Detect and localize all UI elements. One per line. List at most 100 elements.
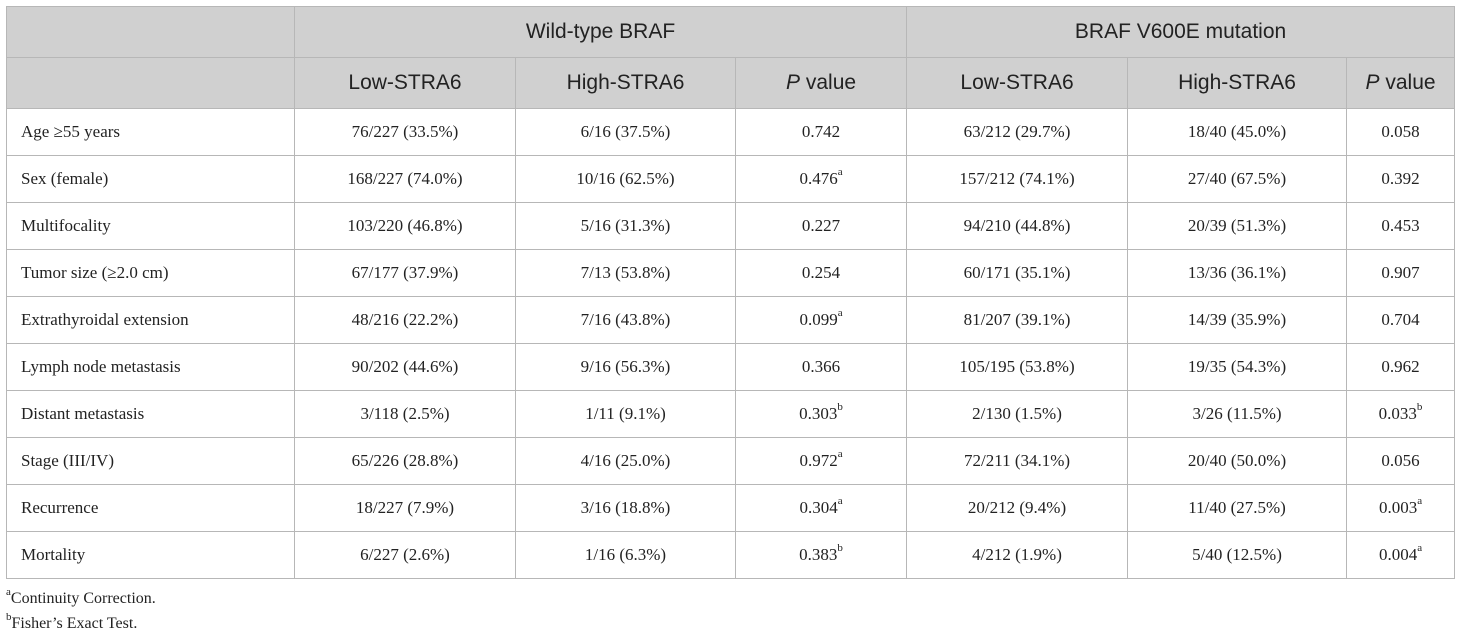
p-value: 0.003 <box>1378 498 1418 517</box>
footnote-mark: a <box>1417 495 1423 508</box>
p-value-cell: 0.254 <box>734 249 908 297</box>
table-cell: 72/211 (34.1%) <box>906 437 1129 485</box>
row-label: Sex (female) <box>6 155 295 203</box>
p-value-cell: 0.003a <box>1346 484 1456 532</box>
p-italic: P <box>785 71 800 94</box>
table-cell: 105/195 (53.8%) <box>906 343 1129 391</box>
p-value: 0.453 <box>1381 216 1420 235</box>
p-value-cell: 0.962 <box>1346 343 1456 391</box>
table-cell: 3/118 (2.5%) <box>294 390 516 438</box>
footnote-text: Fisher’s Exact Test. <box>11 615 138 632</box>
col-header: High-STRA6 <box>515 57 736 109</box>
table-cell: 3/16 (18.8%) <box>515 484 736 532</box>
table-cell: 5/16 (31.3%) <box>515 202 736 250</box>
table-cell: 20/212 (9.4%) <box>906 484 1129 532</box>
table-cell: 5/40 (12.5%) <box>1127 531 1348 579</box>
row-label: Distant metastasis <box>6 390 295 438</box>
p-value-cell: 0.303b <box>734 390 908 438</box>
table-row: Age ≥55 years 76/227 (33.5%) 6/16 (37.5%… <box>6 108 1456 156</box>
table-cell: 76/227 (33.5%) <box>294 108 516 156</box>
table-cell: 1/16 (6.3%) <box>515 531 736 579</box>
row-label: Lymph node metastasis <box>6 343 295 391</box>
value-word: value <box>805 71 857 94</box>
table-cell: 63/212 (29.7%) <box>906 108 1129 156</box>
table-row: Tumor size (≥2.0 cm) 67/177 (37.9%) 7/13… <box>6 249 1456 297</box>
p-value-cell: 0.476a <box>734 155 908 203</box>
footnote-mark: a <box>837 166 843 179</box>
table-cell: 4/212 (1.9%) <box>906 531 1129 579</box>
p-value-cell: 0.227 <box>734 202 908 250</box>
p-value: 0.972 <box>799 451 838 470</box>
group-header-wildtype: Wild-type BRAF <box>293 6 908 58</box>
p-value: 0.476 <box>799 169 838 188</box>
col-header: High-STRA6 <box>1127 57 1348 109</box>
table-cell: 67/177 (37.9%) <box>294 249 516 297</box>
row-label: Recurrence <box>6 484 295 532</box>
p-value: 0.366 <box>801 357 841 376</box>
row-label: Stage (III/IV) <box>6 437 295 485</box>
p-value-cell: 0.383b <box>734 531 908 579</box>
table-cell: 11/40 (27.5%) <box>1127 484 1348 532</box>
p-value: 0.383 <box>799 545 838 564</box>
footnote-mark: b <box>837 542 843 555</box>
row-label: Tumor size (≥2.0 cm) <box>6 249 295 297</box>
col-header-pvalue: P value <box>1346 57 1456 109</box>
p-value: 0.742 <box>801 122 841 141</box>
p-value: 0.704 <box>1381 310 1420 329</box>
footnote-mark: a <box>837 307 843 320</box>
table-cell: 60/171 (35.1%) <box>906 249 1129 297</box>
table-container: Wild-type BRAF BRAF V600E mutation Low-S… <box>6 6 1456 579</box>
table-row: Mortality 6/227 (2.6%) 1/16 (6.3%) 0.383… <box>6 531 1456 579</box>
table-cell: 94/210 (44.8%) <box>906 202 1129 250</box>
p-value-cell: 0.907 <box>1346 249 1456 297</box>
row-label: Mortality <box>6 531 295 579</box>
p-value-cell: 0.704 <box>1346 296 1456 344</box>
table-cell: 18/40 (45.0%) <box>1127 108 1348 156</box>
p-value-cell: 0.056 <box>1346 437 1456 485</box>
table-cell: 18/227 (7.9%) <box>294 484 516 532</box>
row-label: Extrathyroidal extension <box>6 296 295 344</box>
table-cell: 81/207 (39.1%) <box>906 296 1129 344</box>
p-value: 0.304 <box>799 498 838 517</box>
p-value: 0.227 <box>801 216 841 235</box>
table-cell: 10/16 (62.5%) <box>515 155 736 203</box>
table-cell: 9/16 (56.3%) <box>515 343 736 391</box>
table-cell: 14/39 (35.9%) <box>1127 296 1348 344</box>
p-value: 0.303 <box>799 404 838 423</box>
table-cell: 7/16 (43.8%) <box>515 296 736 344</box>
footnote-mark: b <box>1416 401 1423 414</box>
p-value: 0.033 <box>1378 404 1417 423</box>
table-row: Extrathyroidal extension 48/216 (22.2%) … <box>6 296 1456 344</box>
table-row: Sex (female) 168/227 (74.0%) 10/16 (62.5… <box>6 155 1456 203</box>
table-cell: 20/40 (50.0%) <box>1127 437 1348 485</box>
table-cell: 19/35 (54.3%) <box>1127 343 1348 391</box>
footnote-mark: a <box>837 495 843 508</box>
table-cell: 90/202 (44.6%) <box>294 343 516 391</box>
col-header: Low-STRA6 <box>294 57 516 109</box>
p-value: 0.056 <box>1381 451 1420 470</box>
table-row: Lymph node metastasis 90/202 (44.6%) 9/1… <box>6 343 1456 391</box>
p-value: 0.907 <box>1381 263 1420 282</box>
table-cell: 6/227 (2.6%) <box>294 531 516 579</box>
col-header-pvalue: P value <box>734 57 908 109</box>
header-row-groups: Wild-type BRAF BRAF V600E mutation <box>6 6 1456 58</box>
table-cell: 3/26 (11.5%) <box>1127 390 1348 438</box>
table-cell: 4/16 (25.0%) <box>515 437 736 485</box>
footnote-text: Continuity Correction. <box>10 590 156 607</box>
group-header-mutation: BRAF V600E mutation <box>906 6 1456 58</box>
footnote-mark: a <box>1417 542 1423 555</box>
p-value-cell: 0.742 <box>734 108 908 156</box>
table-cell: 27/40 (67.5%) <box>1127 155 1348 203</box>
value-word: value <box>1385 71 1436 94</box>
table-cell: 1/11 (9.1%) <box>515 390 736 438</box>
footnote-mark: a <box>837 448 843 461</box>
table-cell: 7/13 (53.8%) <box>515 249 736 297</box>
p-value: 0.392 <box>1381 169 1420 188</box>
footnote-mark: a <box>6 585 11 598</box>
data-table: Wild-type BRAF BRAF V600E mutation Low-S… <box>6 6 1456 579</box>
p-value-cell: 0.453 <box>1346 202 1456 250</box>
table-cell: 65/226 (28.8%) <box>294 437 516 485</box>
p-value-cell: 0.058 <box>1346 108 1456 156</box>
p-value: 0.004 <box>1378 545 1418 564</box>
footnote-mark: b <box>837 401 843 414</box>
